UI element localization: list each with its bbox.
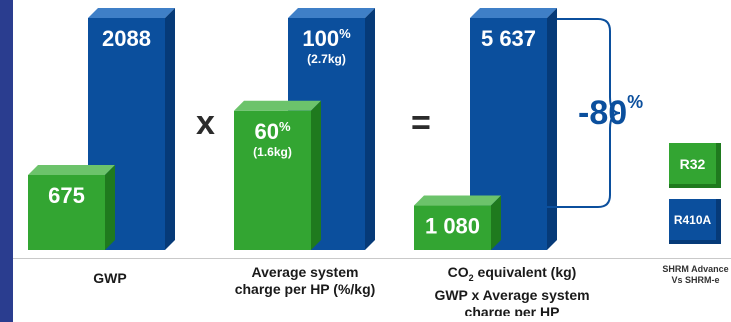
legend-r410a: R410A — [669, 199, 721, 244]
bar-side — [365, 8, 375, 250]
bar-top — [470, 8, 557, 18]
reduction-label: -80% — [578, 92, 644, 133]
bar-value-label: 5 637 — [481, 26, 536, 51]
bar-top — [28, 165, 115, 175]
category-label-charge: Average system charge per HP (%/kg) — [210, 264, 400, 298]
reduction-bracket — [508, 18, 621, 208]
bar-value-number: 60 — [254, 119, 278, 144]
bar-side — [547, 8, 557, 250]
baseline-divider — [13, 258, 731, 259]
bar-r32-2: 1 080 — [414, 195, 501, 250]
reduction-value: -80 — [578, 94, 628, 132]
bar-front — [414, 205, 491, 250]
bar-side — [491, 195, 501, 250]
co2-prefix: CO — [447, 264, 469, 280]
legend-note-line2: Vs SHRM-e — [671, 275, 720, 285]
multiply-operator: x — [196, 104, 215, 142]
co2-label-line2: GWP x Average system — [434, 286, 590, 303]
legend-r410a-label: R410A — [673, 212, 712, 227]
left-accent-bar — [0, 0, 13, 322]
bar-top — [234, 100, 321, 111]
co2-label-line1: CO2 equivalent (kg) — [408, 264, 616, 287]
equals-operator: = — [411, 104, 431, 142]
bar-value-label: 60% — [254, 119, 290, 144]
bar-front — [28, 175, 105, 250]
bar-sub-label: (2.7kg) — [307, 52, 346, 66]
bar-sub-label: (1.6kg) — [253, 145, 292, 159]
bar-value-label: 1 080 — [425, 214, 480, 239]
category-label-co2: CO2 equivalent (kg) GWP x Average system… — [408, 264, 616, 316]
reduction-unit: % — [627, 92, 644, 112]
bar-side — [165, 8, 175, 250]
bar-value-unit: % — [279, 119, 291, 134]
bar-front — [234, 110, 311, 250]
charge-label-line1: Average system — [251, 264, 359, 280]
bar-top — [288, 8, 375, 18]
bar-r410a-2: 5 637 — [470, 8, 557, 250]
bar-r32-0: 675 — [28, 165, 115, 250]
bar-value-label: 100% — [302, 26, 351, 51]
co2-subscript: 2 — [468, 272, 474, 283]
co2-suffix: equivalent (kg) — [473, 264, 577, 280]
legend-r32: R32 — [669, 143, 721, 188]
bar-value-number: 100 — [302, 26, 339, 51]
legend-note: SHRM Advance Vs SHRM-e — [660, 264, 731, 286]
legend-note-line1: SHRM Advance — [662, 264, 729, 274]
bar-top — [88, 8, 175, 18]
bar-r32-1: 60%(1.6kg) — [234, 100, 321, 250]
legend-r32-label: R32 — [679, 155, 706, 172]
gwp-label-text: GWP — [93, 270, 127, 286]
bar-side — [105, 165, 115, 250]
category-label-gwp: GWP — [50, 270, 170, 287]
charge-label-line2: charge per HP (%/kg) — [234, 281, 376, 297]
bar-value-label: 675 — [48, 183, 85, 208]
bar-top — [414, 195, 501, 206]
bar-side — [311, 100, 321, 250]
co2-label-line3: charge per HP — [464, 303, 560, 316]
bar-value-unit: % — [339, 26, 351, 41]
bar-value-label: 2088 — [102, 26, 151, 51]
